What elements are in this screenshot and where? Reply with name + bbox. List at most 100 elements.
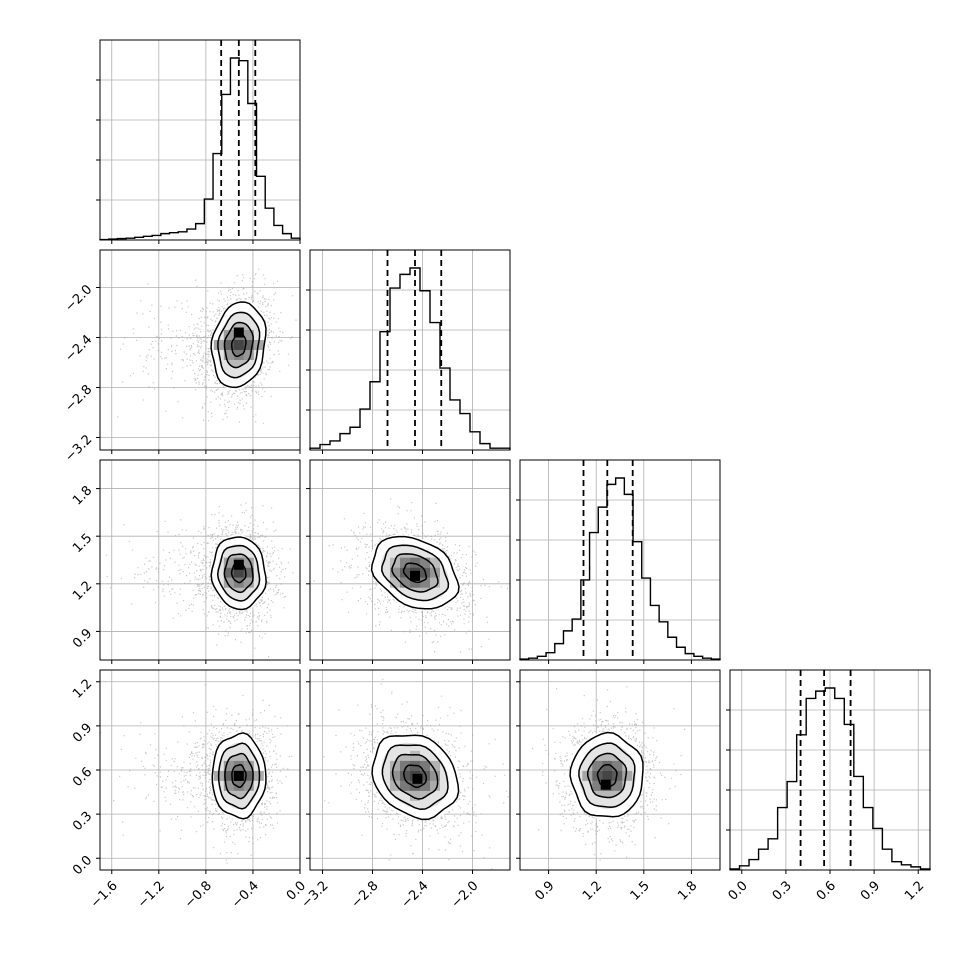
panel-frame <box>99 39 301 241</box>
density-cell <box>390 577 400 588</box>
contour-line <box>370 535 460 610</box>
density-cell <box>390 770 400 781</box>
x-tick-label: 0.9 <box>532 878 557 903</box>
density-cell <box>243 770 254 781</box>
contour-line <box>210 536 267 611</box>
density-cell <box>243 340 254 350</box>
density-cell <box>420 557 430 568</box>
density-cell <box>410 790 420 801</box>
x-tick-label: 1.8 <box>675 878 700 903</box>
density-cell <box>400 760 410 771</box>
panel-frame <box>309 459 511 661</box>
density-cell <box>602 770 613 781</box>
contour-line <box>211 732 267 820</box>
density-cell <box>400 557 410 568</box>
density-cell <box>223 780 234 791</box>
contour-line <box>210 301 267 389</box>
y-tick-label: 1.2 <box>70 579 95 604</box>
scatter-panel-0-3 <box>96 669 301 871</box>
density-cell <box>390 780 400 791</box>
contour-line <box>224 752 254 800</box>
density-cell <box>602 760 613 771</box>
density-cell <box>430 557 440 568</box>
scatter-panel-0-2 <box>96 459 301 661</box>
y-tick-label: −2.4 <box>62 332 95 365</box>
y-tick-label: 0.9 <box>70 626 95 651</box>
x-tick-label: −0.4 <box>229 878 262 911</box>
x-tick-label: 0.6 <box>814 878 839 903</box>
histogram-step-line <box>99 57 301 241</box>
density-cell <box>420 780 430 791</box>
contour-line <box>402 562 428 584</box>
density-cell <box>233 567 244 578</box>
density-peak <box>233 327 244 338</box>
contour-line <box>381 544 450 602</box>
density-cell <box>390 760 400 771</box>
density-cell <box>400 567 410 578</box>
x-tick-label: 1.2 <box>902 878 927 903</box>
x-tick-label: −0.8 <box>182 878 215 911</box>
y-tick-label: 1.8 <box>70 483 95 508</box>
x-tick-label: −3.2 <box>299 878 332 911</box>
density-cell <box>622 770 633 781</box>
contour-line <box>391 753 439 800</box>
density-cell <box>223 760 234 771</box>
contour-line <box>217 311 261 379</box>
y-tick-label: 0.6 <box>70 765 95 790</box>
density-cell <box>243 557 254 568</box>
density-cell <box>233 350 244 360</box>
density-cell <box>390 567 400 578</box>
density-cell <box>612 780 623 791</box>
histogram-step-line <box>309 267 511 450</box>
histogram-step-line <box>729 687 931 870</box>
scatter-panel-0-1 <box>96 249 301 451</box>
density-cell <box>400 780 410 791</box>
density-peak <box>600 779 611 790</box>
contour-line <box>223 553 254 594</box>
histogram-panel-0 <box>96 39 301 241</box>
density-cell <box>243 577 254 588</box>
density-cell <box>213 340 224 350</box>
contour-line <box>216 544 261 602</box>
panel-frame <box>519 459 721 661</box>
density-cell <box>420 770 430 781</box>
density-peak <box>410 570 420 581</box>
y-tick-label: 0.3 <box>70 809 95 834</box>
density-cell <box>410 577 420 588</box>
contour-line <box>223 321 254 369</box>
panel-frame <box>309 249 511 451</box>
scatter-panel-1-2 <box>306 459 511 661</box>
density-cell <box>233 780 244 791</box>
x-tick-label: 1.5 <box>628 878 653 903</box>
density-cell <box>400 577 410 588</box>
scatter-panel-1-3 <box>306 669 511 871</box>
density-cell <box>430 760 440 771</box>
density-peak <box>233 559 244 570</box>
histogram-panel-1 <box>306 249 511 451</box>
histogram-step-line <box>519 477 721 660</box>
density-cell <box>243 567 254 578</box>
histogram-panel-3 <box>726 669 931 871</box>
contour-line <box>569 731 644 818</box>
x-tick-label: −2.8 <box>349 878 382 911</box>
density-cell <box>243 780 254 791</box>
x-tick-label: −1.2 <box>135 878 168 911</box>
x-tick-label: −2.0 <box>449 878 482 911</box>
panel-frame <box>99 459 301 661</box>
panel-frame <box>99 249 301 451</box>
y-tick-label: 0.9 <box>70 721 95 746</box>
contour-line <box>230 562 247 584</box>
contour-line <box>371 734 460 821</box>
density-cell <box>223 567 234 578</box>
density-cell <box>223 577 234 588</box>
y-tick-label: 1.2 <box>70 676 95 701</box>
density-cell <box>430 770 440 781</box>
density-cell <box>410 557 420 568</box>
scatter-panel-2-3 <box>516 669 721 871</box>
contour-line <box>230 332 247 358</box>
density-cell <box>223 770 234 781</box>
contour-line <box>578 742 636 808</box>
density-cell <box>233 340 244 350</box>
density-peak <box>412 773 423 784</box>
